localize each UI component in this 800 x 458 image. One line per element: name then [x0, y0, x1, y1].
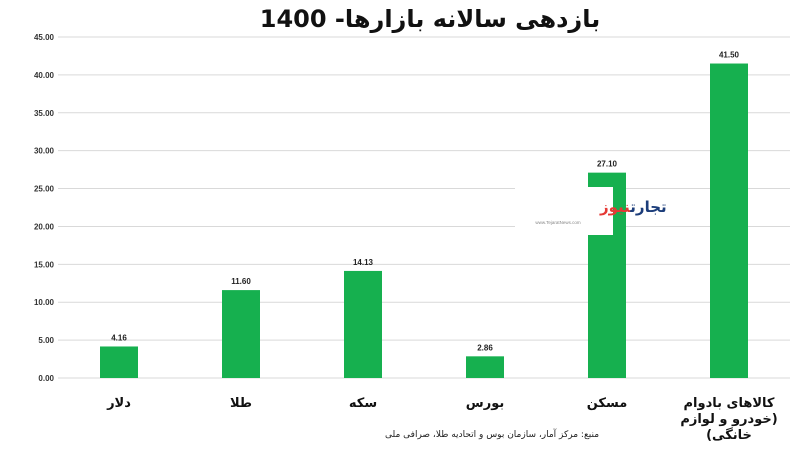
category-label: طلا	[230, 396, 252, 411]
bars	[100, 63, 748, 379]
category-label: خانگی)	[706, 427, 752, 443]
data-label: 4.16	[111, 333, 127, 342]
category-label: دلار	[106, 396, 131, 411]
grid-lines	[58, 36, 790, 379]
category-label: مسکن	[587, 396, 628, 411]
y-tick-label: 15.00	[34, 260, 55, 269]
y-tick-label: 0.00	[38, 374, 54, 383]
y-tick-label: 25.00	[34, 185, 55, 194]
data-labels: 4.16 11.60 14.13 2.86 27.10 41.50	[111, 51, 739, 353]
watermark-text-b: نیوز	[599, 198, 631, 216]
y-tick-label: 10.00	[34, 298, 55, 307]
y-tick-label: 20.00	[34, 222, 55, 231]
y-tick-label: 45.00	[34, 33, 55, 42]
data-label: 27.10	[597, 160, 618, 169]
category-labels: دلار طلا سکه بورس مسکن کالاهای بادوام(خودرو و…	[106, 396, 778, 443]
y-axis-ticks: 0.00 5.00 10.00 15.00 20.00 25.00 30.00 35.00 40…	[34, 33, 55, 383]
data-label: 11.60	[231, 277, 251, 286]
watermark-text-a: تجارت	[629, 198, 666, 216]
watermark-url: www.TejaratNews.com	[535, 220, 581, 225]
data-label: 2.86	[477, 343, 493, 352]
source-note: منبع: مرکز آمار، سازمان بوس و اتحادیه طل…	[385, 428, 599, 440]
y-tick-label: 30.00	[34, 147, 55, 156]
bar	[222, 290, 260, 378]
category-label: کالاهای بادوام	[684, 396, 775, 411]
watermark-logo: تجارتنیوز www.TejaratNews.com	[515, 187, 667, 235]
chart-title: بازدهی سالانه بازارها- 1400	[260, 5, 601, 33]
y-tick-label: 5.00	[38, 336, 54, 345]
bar	[100, 346, 138, 378]
category-label: (خودرو و لوازم	[680, 412, 777, 427]
data-label: 14.13	[353, 258, 374, 267]
bar	[466, 356, 504, 378]
svg-text:تجارتنیوز: تجارتنیوز	[599, 198, 667, 216]
category-label: بورس	[466, 396, 504, 411]
bar	[710, 63, 748, 379]
category-label: سکه	[349, 396, 377, 411]
bar	[344, 270, 382, 378]
y-tick-label: 40.00	[34, 71, 55, 80]
y-tick-label: 35.00	[34, 109, 55, 118]
data-label: 41.50	[719, 51, 740, 60]
